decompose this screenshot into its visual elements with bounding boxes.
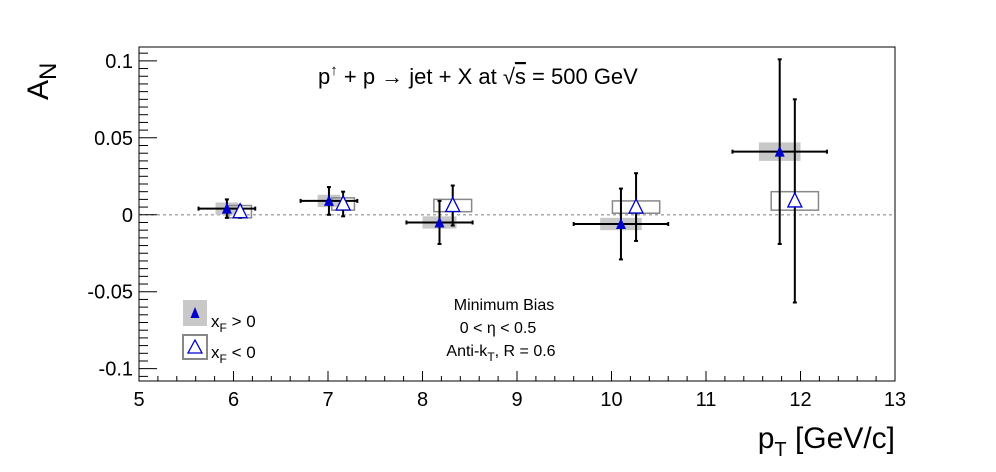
data-point-xF_pos [774,145,785,157]
annotation-line1: Minimum Bias [454,297,554,314]
y-tick-label: 0 [122,205,133,227]
y-tick-label: 0.1 [105,51,133,73]
error-bars [197,58,828,304]
legend-label-xf-neg-sub: F [220,352,227,366]
annotation-line3-suffix: , R = 0.6 [495,343,556,360]
data-point-xF_neg [786,191,803,208]
title-p: p [318,64,330,89]
data-point-xF_neg [628,197,645,214]
x-tick-label: 7 [322,389,333,411]
title-energy: = 500 GeV [526,64,638,89]
x-tick-label: 5 [133,389,144,411]
legend: xF > 0 xF < 0 [182,300,256,366]
x-axis-title-main: p [758,422,775,455]
data-point-xF_neg [444,196,461,213]
x-tick-label: 9 [511,389,522,411]
x-axis-ticks: 5 6 7 8 9 10 11 12 13 [133,371,906,411]
x-tick-label: 12 [789,389,811,411]
data-point-xF_neg [232,202,249,219]
annotation-line2: 0 < η < 0.5 [460,320,537,337]
data-point-xF_pos [323,194,334,206]
annotation-line2-suffix: < 0.5 [496,320,537,337]
title-sqrt: √ [503,64,516,89]
data-point-xF_pos [434,216,445,228]
x-tick-label: 6 [228,389,239,411]
data-point-xF_pos [221,202,232,214]
y-tick-label: -0.05 [87,282,133,304]
data-point-xF_neg [335,194,352,211]
x-tick-label: 8 [417,389,428,411]
legend-label-xf-pos-sub: F [220,321,227,335]
annotation-line3-prefix: Anti-k [446,343,488,360]
x-axis-title-sub: T [774,439,786,461]
legend-label-xf-pos: xF > 0 [211,312,256,335]
legend-label-xf-neg-cond: < 0 [227,343,256,362]
y-axis-title: AN [22,63,62,100]
legend-label-xf-pos-main: x [211,312,220,331]
legend-label-xf-pos-cond: > 0 [227,312,256,331]
annotation-line2-eta: η [487,320,496,337]
y-axis-ticks: -0.1 -0.05 0 0.05 0.1 [87,51,157,381]
annotation-line3-sub: T [487,350,495,364]
y-tick-label: -0.1 [99,359,133,381]
annotation-line2-prefix: 0 < [460,320,487,337]
title-rest: + p → jet + X at [338,64,503,89]
title-up-arrow: ↑ [330,62,338,79]
systematic-boxes [215,142,820,231]
title-s: s [515,64,526,89]
x-tick-label: 10 [600,389,622,411]
x-tick-label: 11 [696,389,717,411]
annotation-line3: Anti-kT, R = 0.6 [446,343,555,364]
legend-marker-xf-pos [190,307,200,318]
y-axis-title-main: A [22,80,55,100]
legend-label-xf-neg: xF < 0 [211,343,256,366]
y-axis-title-sub: N [35,63,62,80]
legend-label-xf-neg-main: x [211,343,220,362]
x-axis-title-unit: [GeV/c] [787,422,895,455]
chart-title: p↑ + p → jet + X at √s = 500 GeV [318,62,638,89]
markers [221,145,803,230]
data-point-xF_pos [615,218,626,230]
x-tick-label: 13 [884,389,906,411]
x-axis-title: pT [GeV/c] [758,422,895,461]
legend-marker-xf-neg [186,338,204,354]
y-tick-label: 0.05 [94,128,133,150]
